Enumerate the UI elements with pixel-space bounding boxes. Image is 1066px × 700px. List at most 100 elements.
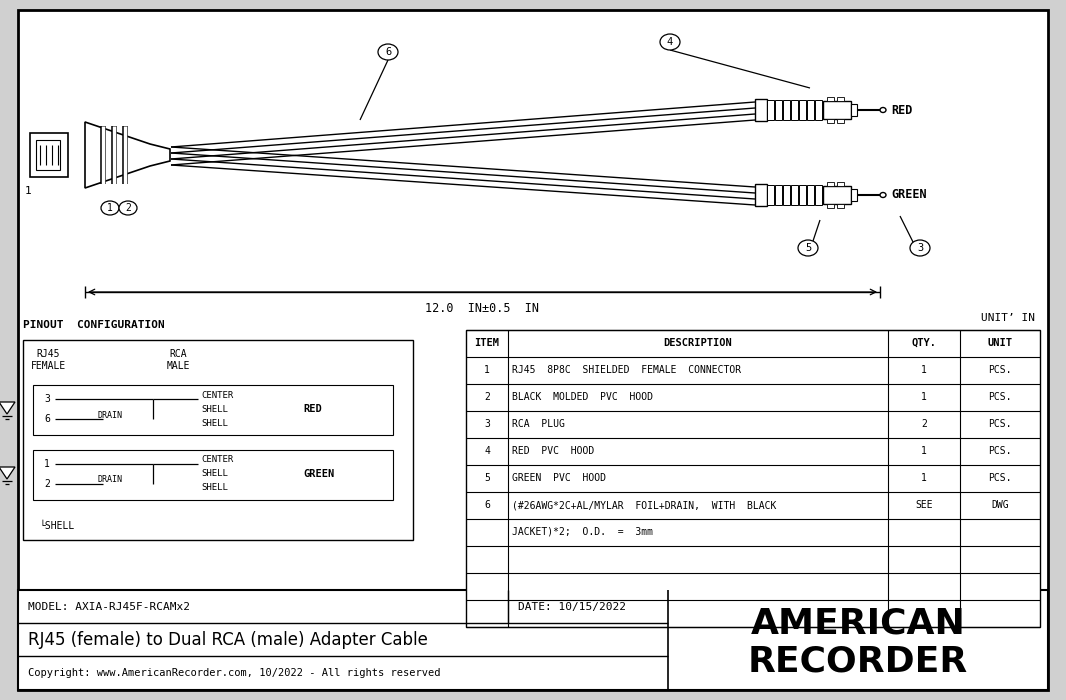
Text: CENTER: CENTER (201, 456, 233, 465)
Bar (827, 204, 834, 208)
Bar (851, 189, 857, 201)
Text: GREEN  PVC  HOOD: GREEN PVC HOOD (512, 473, 605, 483)
Text: FEMALE: FEMALE (30, 361, 66, 371)
Text: DWG: DWG (991, 500, 1008, 510)
Text: 5: 5 (805, 243, 811, 253)
Text: 3: 3 (44, 394, 50, 404)
Text: 3: 3 (484, 419, 490, 429)
Bar (815, 185, 822, 205)
Bar (775, 100, 782, 120)
Text: 1: 1 (921, 473, 927, 483)
Text: JACKET)*2;  O.D.  =  3mm: JACKET)*2; O.D. = 3mm (512, 527, 653, 537)
Text: GREEN: GREEN (303, 469, 335, 479)
Text: 12.0  IN±0.5  IN: 12.0 IN±0.5 IN (425, 302, 539, 314)
Bar (791, 100, 798, 120)
Polygon shape (85, 122, 169, 188)
Text: PCS.: PCS. (988, 365, 1012, 375)
Text: DESCRIPTION: DESCRIPTION (664, 338, 732, 348)
Bar (784, 185, 790, 205)
Ellipse shape (910, 240, 930, 256)
Bar (18, 590, 1048, 690)
Bar (775, 185, 782, 205)
Bar (800, 185, 806, 205)
Text: 1: 1 (44, 459, 50, 469)
Bar (827, 182, 834, 186)
Ellipse shape (378, 44, 398, 60)
Text: DRAIN: DRAIN (97, 475, 122, 484)
Ellipse shape (660, 34, 680, 50)
Ellipse shape (119, 201, 138, 215)
Polygon shape (0, 402, 15, 414)
Bar (827, 119, 834, 123)
Text: RJ45: RJ45 (36, 349, 60, 359)
Text: MODEL: AXIA-RJ45F-RCAMx2: MODEL: AXIA-RJ45F-RCAMx2 (28, 602, 190, 612)
Bar (36, 140, 60, 170)
Text: 2: 2 (44, 479, 50, 489)
Text: RED  PVC  HOOD: RED PVC HOOD (512, 446, 594, 456)
Bar (837, 119, 844, 123)
Bar (837, 204, 844, 208)
Text: PCS.: PCS. (988, 392, 1012, 402)
Polygon shape (0, 467, 15, 479)
Text: BLACK  MOLDED  PVC  HOOD: BLACK MOLDED PVC HOOD (512, 392, 653, 402)
Ellipse shape (101, 201, 119, 215)
Bar (755, 184, 768, 206)
Text: RED: RED (891, 104, 912, 116)
Text: DRAIN: DRAIN (97, 410, 122, 419)
Text: 1: 1 (107, 203, 113, 213)
Text: 5: 5 (484, 473, 490, 483)
Text: 4: 4 (484, 446, 490, 456)
Text: 1: 1 (25, 186, 31, 196)
Text: PCS.: PCS. (988, 446, 1012, 456)
Bar (466, 330, 1040, 627)
Text: RCA  PLUG: RCA PLUG (512, 419, 565, 429)
Text: UNIT: UNIT (987, 338, 1013, 348)
Text: SEE: SEE (916, 500, 933, 510)
Text: 1: 1 (484, 365, 490, 375)
Text: 4: 4 (667, 37, 673, 47)
Ellipse shape (798, 240, 818, 256)
Text: QTY.: QTY. (911, 338, 937, 348)
Bar (823, 186, 851, 204)
Bar (815, 100, 822, 120)
Bar (791, 185, 798, 205)
Bar (768, 100, 774, 120)
Text: 1: 1 (921, 392, 927, 402)
Text: 2: 2 (484, 392, 490, 402)
Text: SHELL: SHELL (201, 470, 228, 479)
Bar (851, 104, 857, 116)
Bar (33, 450, 393, 500)
Bar (784, 100, 790, 120)
Text: └SHELL: └SHELL (39, 521, 75, 531)
Text: 1: 1 (921, 365, 927, 375)
Bar (837, 182, 844, 186)
Text: DATE: 10/15/2022: DATE: 10/15/2022 (518, 602, 626, 612)
Bar (23, 340, 413, 540)
Text: CENTER: CENTER (201, 391, 233, 400)
Bar (33, 385, 393, 435)
Text: GREEN: GREEN (891, 188, 926, 202)
Text: AMERICAN: AMERICAN (750, 606, 966, 640)
Bar (807, 185, 814, 205)
Text: RJ45 (female) to Dual RCA (male) Adapter Cable: RJ45 (female) to Dual RCA (male) Adapter… (28, 631, 427, 649)
Text: 1: 1 (921, 446, 927, 456)
Ellipse shape (881, 193, 886, 197)
Bar (755, 99, 768, 121)
Text: PCS.: PCS. (988, 473, 1012, 483)
Text: 6: 6 (484, 500, 490, 510)
Text: PCS.: PCS. (988, 419, 1012, 429)
Text: RJ45  8P8C  SHIELDED  FEMALE  CONNECTOR: RJ45 8P8C SHIELDED FEMALE CONNECTOR (512, 365, 741, 375)
Text: SHELL: SHELL (201, 405, 228, 414)
Text: MALE: MALE (166, 361, 190, 371)
Bar (768, 185, 774, 205)
Text: 6: 6 (44, 414, 50, 424)
Text: SHELL: SHELL (201, 484, 228, 493)
Text: PINOUT  CONFIGURATION: PINOUT CONFIGURATION (23, 320, 165, 330)
Bar (800, 100, 806, 120)
Text: (#26AWG*2C+AL/MYLAR  FOIL+DRAIN,  WITH  BLACK: (#26AWG*2C+AL/MYLAR FOIL+DRAIN, WITH BLA… (512, 500, 776, 510)
Text: UNIT’ IN: UNIT’ IN (981, 313, 1035, 323)
Text: Copyright: www.AmericanRecorder.com, 10/2022 - All rights reserved: Copyright: www.AmericanRecorder.com, 10/… (28, 668, 440, 678)
Text: ITEM: ITEM (474, 338, 500, 348)
Text: 6: 6 (385, 47, 391, 57)
Text: 2: 2 (125, 203, 131, 213)
